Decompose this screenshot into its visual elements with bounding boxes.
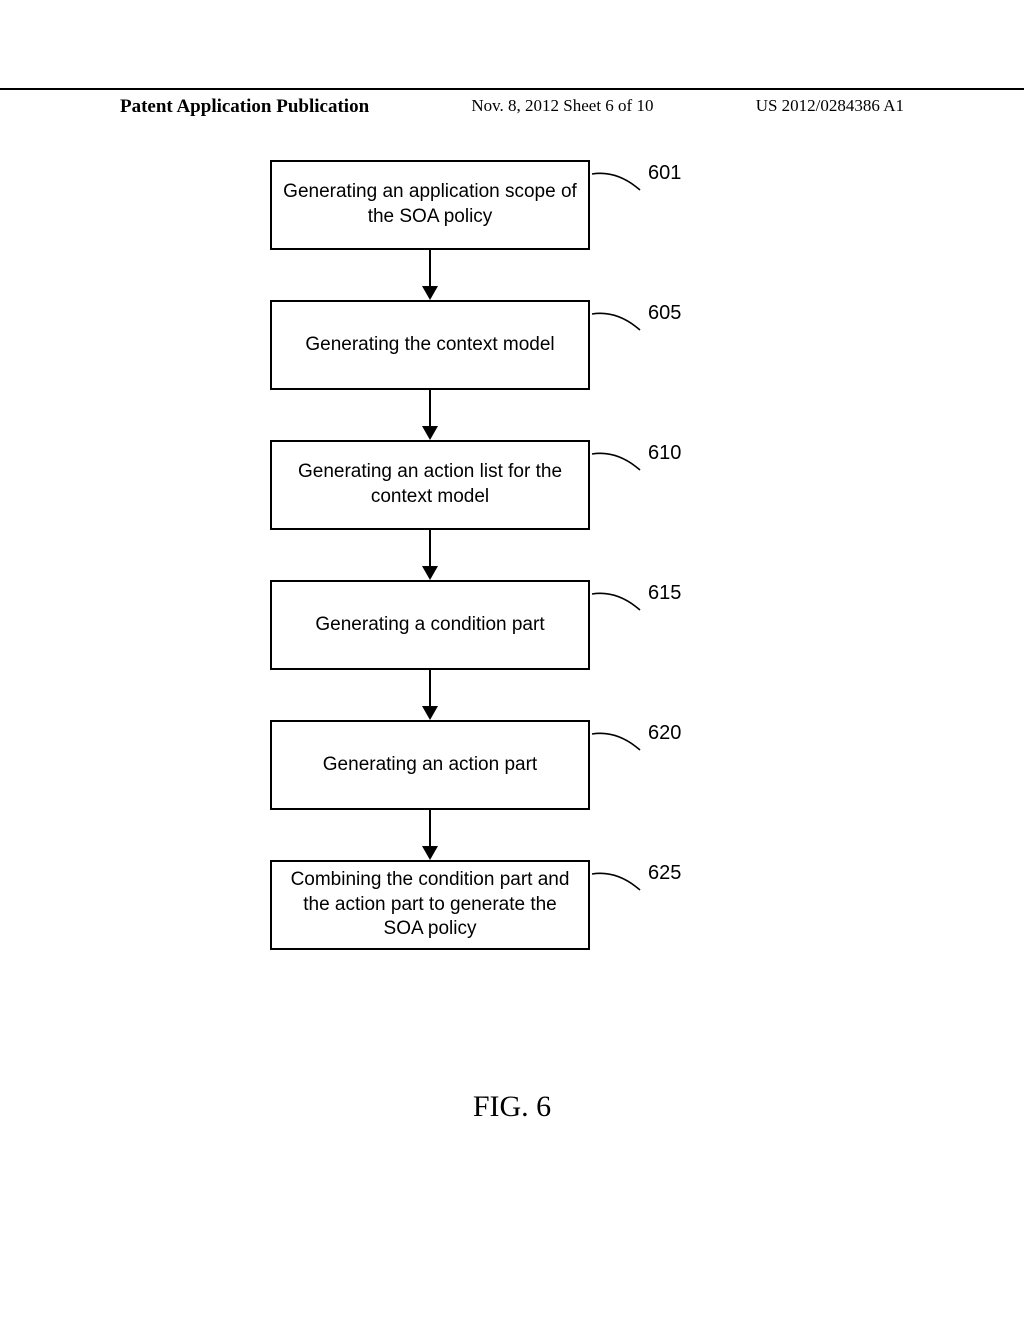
flow-step-625: Combining the condition part and the act… — [270, 860, 590, 950]
arrow-620-to-625 — [418, 810, 442, 860]
flow-step-610: Generating an action list for the contex… — [270, 440, 590, 530]
arrow-610-to-615 — [418, 530, 442, 580]
leader-601 — [590, 168, 644, 198]
leader-610 — [590, 448, 644, 478]
arrow-605-to-610 — [418, 390, 442, 440]
arrow-601-to-605 — [418, 250, 442, 300]
leader-620 — [590, 728, 644, 758]
flow-label-615: 615 — [648, 582, 681, 605]
flow-step-620: Generating an action part — [270, 720, 590, 810]
leader-625 — [590, 868, 644, 898]
flow-label-601: 601 — [648, 162, 681, 185]
flow-step-605: Generating the context model — [270, 300, 590, 390]
figure-caption: FIG. 6 — [0, 1090, 1024, 1124]
leader-615 — [590, 588, 644, 618]
arrow-615-to-620 — [418, 670, 442, 720]
flow-label-605: 605 — [648, 302, 681, 325]
flow-label-625: 625 — [648, 862, 681, 885]
flow-step-615: Generating a condition part — [270, 580, 590, 670]
flow-step-601: Generating an application scope of the S… — [270, 160, 590, 250]
flow-label-610: 610 — [648, 442, 681, 465]
flow-label-620: 620 — [648, 722, 681, 745]
leader-605 — [590, 308, 644, 338]
